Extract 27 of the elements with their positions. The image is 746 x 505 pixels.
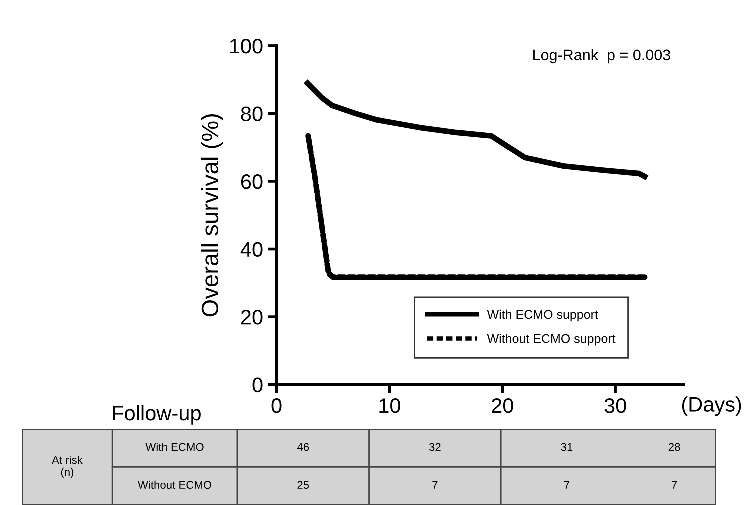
y-axis-title: Overall survival (%): [201, 114, 224, 317]
y-tick-label: 80: [241, 106, 263, 122]
text: 7: [672, 481, 678, 489]
text: 28: [668, 443, 680, 452]
text: 31: [561, 443, 573, 452]
legend-label: With ECMO support: [487, 310, 598, 322]
x-tick-label: 10: [380, 398, 400, 414]
text: Without ECMO: [138, 480, 212, 490]
y-tick-label: 100: [230, 38, 263, 54]
y-tick-label: 40: [240, 242, 263, 258]
x-tick-label: 20: [492, 398, 514, 414]
text: 46: [297, 443, 310, 452]
text: 7: [432, 481, 438, 489]
text: At risk (n): [52, 456, 83, 478]
y-tick-label: 60: [241, 174, 263, 190]
y-tick-label: 20: [241, 310, 263, 325]
text: 7: [564, 481, 570, 489]
text: 32: [429, 443, 441, 452]
y-tick-label: 0: [252, 378, 263, 393]
text: 25: [298, 481, 310, 490]
x-tick-label: 0: [272, 398, 282, 414]
text: Follow-up: [113, 405, 201, 425]
text: With ECMO: [146, 443, 204, 452]
legend-label: Without ECMO support: [487, 334, 616, 346]
annotation: Log-Rank p = 0.003: [534, 49, 670, 64]
x-axis-title: (Days): [682, 396, 742, 416]
x-tick-label: 30: [604, 398, 626, 414]
